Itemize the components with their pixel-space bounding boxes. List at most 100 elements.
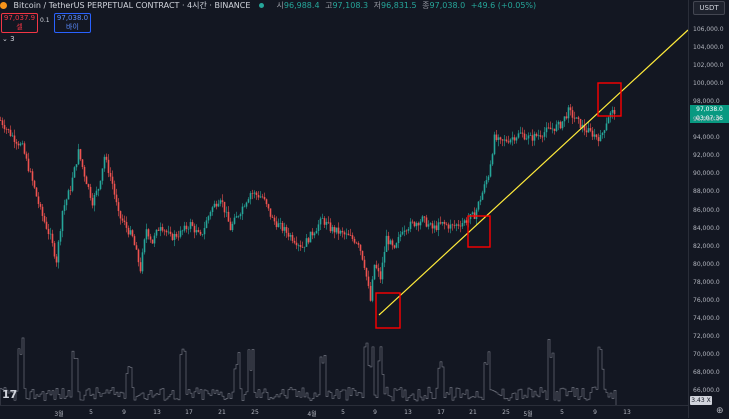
- zoom-badge[interactable]: 3.43 X: [690, 396, 712, 405]
- time-tick: 13: [404, 409, 412, 416]
- candle-body: [85, 176, 88, 185]
- price-tick: 82,000.0: [693, 242, 720, 250]
- candle-body: [129, 230, 132, 235]
- candle-body: [375, 264, 378, 269]
- candle-body: [269, 208, 272, 217]
- candle-body: [509, 139, 512, 143]
- buy-button[interactable]: 97,038.0 바이: [54, 13, 91, 33]
- spread-value: 0.1: [40, 17, 50, 24]
- last-price-label: 97,038.0 03:07:36: [690, 105, 729, 123]
- indicators-toggle[interactable]: ⌄ 3: [2, 35, 15, 43]
- candle-body: [119, 211, 122, 219]
- candle-body: [13, 135, 16, 142]
- time-tick: 5: [341, 409, 345, 416]
- candle-body: [247, 199, 250, 203]
- candle-body: [547, 127, 550, 129]
- candle-body: [215, 203, 218, 207]
- candle-body: [501, 139, 504, 141]
- candle-body: [155, 229, 158, 236]
- price-tick: 102,000.0: [693, 62, 724, 70]
- candle-body: [131, 230, 134, 237]
- candle-body: [245, 202, 248, 207]
- currency-selector[interactable]: USDT: [693, 1, 725, 15]
- price-tick: 78,000.0: [693, 278, 720, 286]
- candle-body: [263, 196, 266, 200]
- candle-body: [471, 212, 474, 215]
- price-tick: 66,000.0: [693, 387, 720, 394]
- time-tick: 5: [560, 409, 564, 416]
- candle-body: [475, 209, 478, 219]
- candle-body: [231, 223, 234, 231]
- candle-body: [495, 134, 498, 141]
- candle-body: [347, 233, 350, 236]
- candle-body: [461, 223, 464, 227]
- candle-body: [93, 195, 96, 206]
- candle-body: [91, 197, 94, 206]
- candle-body: [453, 225, 456, 226]
- candle-body: [229, 221, 232, 231]
- price-tick: 68,000.0: [693, 368, 720, 376]
- candle-body: [503, 139, 506, 141]
- candle-body: [5, 129, 8, 130]
- candle-body: [301, 246, 304, 248]
- candle-body: [455, 224, 458, 226]
- candle-body: [483, 184, 486, 193]
- candle-body: [577, 117, 580, 119]
- candle-body: [447, 224, 450, 229]
- candle-body: [55, 256, 58, 263]
- candle-body: [431, 223, 434, 229]
- candle-body: [195, 230, 198, 233]
- candle-body: [589, 128, 592, 131]
- candle-body: [81, 159, 84, 167]
- candle-body: [57, 241, 60, 263]
- candle-body: [563, 116, 566, 122]
- price-axis[interactable]: 97,038.0 03:07:36 106,000.0 104,000.0 102,…: [688, 0, 729, 418]
- candle-body: [45, 221, 48, 229]
- candle-body: [211, 207, 214, 213]
- tradingview-logo: 17: [2, 388, 18, 401]
- chevron-down-icon: ⌄: [2, 35, 8, 43]
- candle-body: [37, 196, 40, 204]
- time-tick: 3월: [54, 411, 64, 418]
- candle-body: [179, 230, 182, 237]
- candle-body: [201, 234, 204, 235]
- candle-body: [521, 132, 524, 134]
- price-chart[interactable]: [0, 0, 688, 405]
- gear-icon[interactable]: ⊕: [716, 406, 724, 416]
- candle-body: [253, 192, 256, 194]
- price-tick: 76,000.0: [693, 296, 720, 304]
- candle-body: [383, 251, 386, 263]
- candle-body: [571, 110, 574, 118]
- candle-body: [321, 218, 324, 219]
- candle-body: [109, 172, 112, 177]
- candle-body: [115, 194, 118, 203]
- symbol-title[interactable]: Bitcoin / TetherUS PERPETUAL CONTRACT · …: [13, 1, 251, 10]
- time-tick: 9: [122, 409, 126, 416]
- candle-body: [357, 243, 360, 245]
- candle-body: [367, 276, 370, 286]
- time-axis[interactable]: 3월 5 9 13 17 21 25 4월 5 9 13 17 21 25 5월 5 9 13: [0, 405, 688, 419]
- candle-body: [439, 222, 442, 224]
- candle-body: [63, 205, 66, 211]
- candle-body: [299, 245, 302, 247]
- candle-body: [595, 134, 598, 138]
- candle-body: [559, 121, 562, 129]
- candle-body: [325, 221, 328, 225]
- sell-button[interactable]: 97,037.9 셀: [1, 13, 38, 33]
- candle-body: [79, 149, 82, 160]
- candle-body: [145, 229, 148, 240]
- volume-bars: [0, 337, 617, 405]
- candle-body: [411, 221, 414, 223]
- candle-body: [611, 109, 614, 113]
- candle-body: [67, 190, 70, 200]
- candle-body: [599, 134, 602, 142]
- ohlc-values: 시96,988.4 고97,108.3 저96,831.5 종97,038.0 …: [276, 1, 537, 10]
- candle-body: [533, 133, 536, 141]
- candle-body: [379, 271, 382, 280]
- candle-body: [121, 218, 124, 221]
- price-tick: 100,000.0: [693, 80, 724, 88]
- candle-body: [273, 217, 276, 222]
- market-status-icon: [258, 3, 264, 8]
- candle-body: [569, 107, 572, 111]
- candle-body: [157, 229, 160, 231]
